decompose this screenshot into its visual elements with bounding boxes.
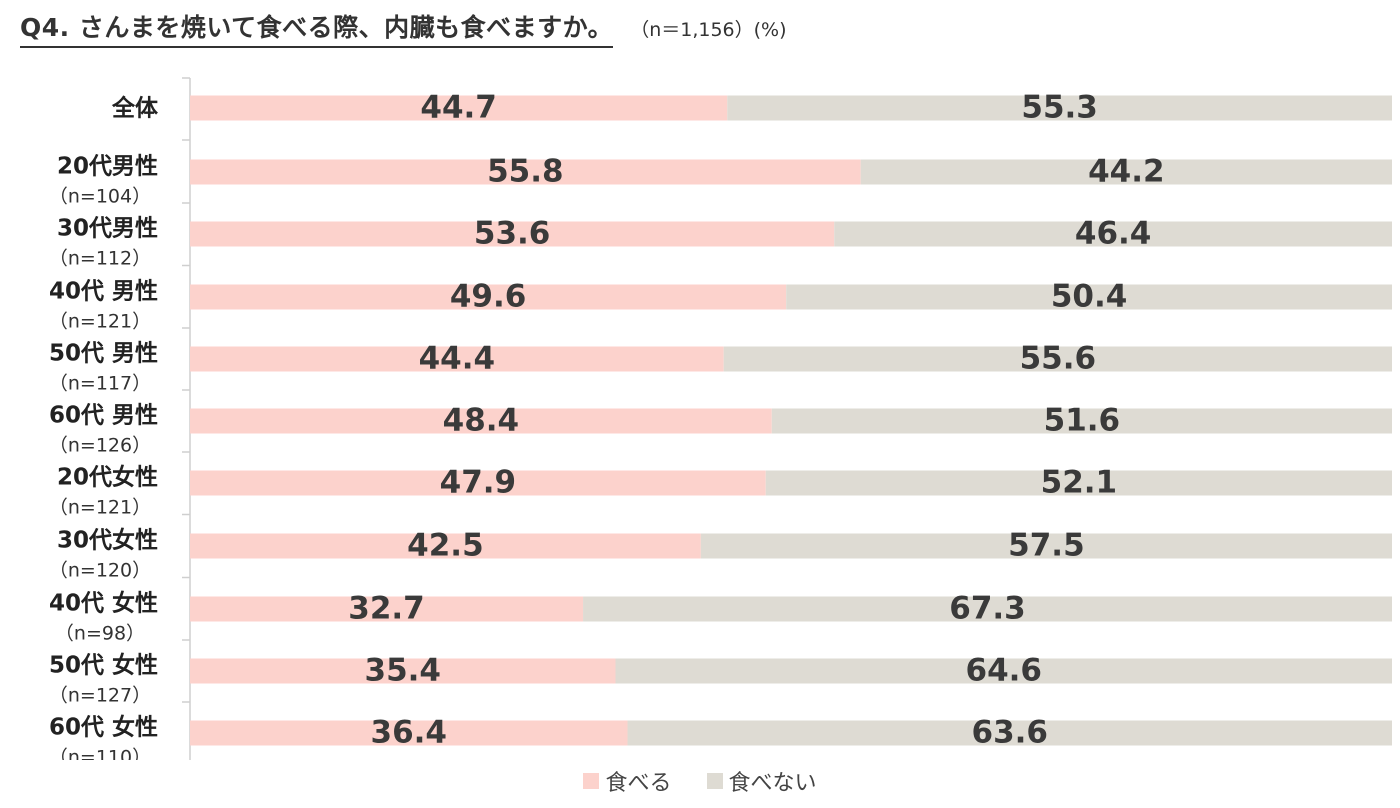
bar-segment-not-eat — [727, 95, 1392, 121]
category-n-label: （n=98） — [55, 623, 145, 645]
data-label-not-eat: 64.6 — [966, 653, 1043, 689]
data-label-not-eat: 63.6 — [972, 715, 1049, 751]
category-label: 50代 女性 — [49, 652, 158, 679]
bar-segment-eat — [190, 221, 835, 247]
category-n-label: （n=117） — [49, 373, 151, 395]
bar-segment-not-eat — [860, 159, 1392, 185]
data-label-eat: 44.4 — [419, 341, 496, 377]
bar-segment-not-eat — [771, 408, 1392, 434]
bar-segment-not-eat — [627, 720, 1392, 746]
data-label-eat: 36.4 — [371, 715, 448, 751]
stacked-bar-chart: 44.7 55.3 全体 55.8 44.2 20代男性 （n=104） 53.6 46.4 30… — [49, 77, 1392, 761]
bar-segment-not-eat — [834, 221, 1392, 247]
data-label-not-eat: 51.6 — [1044, 403, 1121, 439]
legend-swatch-not-eat — [706, 773, 723, 789]
category-label: 30代男性 — [57, 216, 158, 242]
bar-segment-eat — [190, 408, 772, 434]
data-label-not-eat: 55.3 — [1021, 90, 1098, 126]
category-label: 40代 女性 — [49, 590, 158, 617]
legend-item-eat: 食べる — [583, 765, 672, 797]
category-n-label: （n=126） — [49, 435, 151, 457]
data-label-not-eat: 55.6 — [1020, 341, 1097, 377]
category-label: 30代女性 — [57, 527, 158, 554]
category-label: 全体 — [111, 95, 159, 122]
bar-segment-not-eat — [765, 470, 1392, 496]
bar-segment-eat — [190, 95, 728, 121]
bar-segment-eat — [190, 159, 861, 185]
category-label: 20代男性 — [57, 154, 158, 180]
data-label-eat: 35.4 — [365, 653, 442, 689]
data-label-not-eat: 52.1 — [1041, 465, 1118, 501]
bar-segment-not-eat — [615, 658, 1392, 684]
bar-segment-eat — [190, 284, 787, 310]
bar-segment-eat — [190, 346, 724, 372]
chart-subtitle: （n＝1,156）(%) — [630, 19, 787, 41]
legend-item-not-eat: 食べない — [706, 765, 817, 797]
bar-segment-eat — [190, 596, 584, 622]
bar-segment-not-eat — [700, 533, 1392, 559]
chart-legend: 食べる 食べない — [0, 765, 1400, 797]
data-label-not-eat: 50.4 — [1051, 279, 1128, 315]
bar-segment-eat — [190, 533, 701, 559]
data-label-eat: 42.5 — [407, 528, 484, 564]
category-label: 60代 女性 — [49, 714, 158, 741]
category-n-label: （n=112） — [49, 248, 151, 270]
bar-segment-eat — [190, 470, 766, 496]
bar-segment-eat — [190, 658, 616, 684]
category-n-label: （n=120） — [49, 560, 151, 582]
data-label-not-eat: 46.4 — [1075, 216, 1152, 252]
bar-segment-not-eat — [786, 284, 1392, 310]
data-label-eat: 32.7 — [348, 591, 425, 627]
data-label-eat: 55.8 — [487, 154, 564, 190]
data-label-not-eat: 44.2 — [1088, 154, 1165, 190]
chart-header: Q4. さんまを焼いて食べる際、内臓も食べますか。 （n＝1,156）(%) — [20, 8, 787, 48]
data-label-not-eat: 57.5 — [1008, 528, 1085, 564]
chart-title: Q4. さんまを焼いて食べる際、内臓も食べますか。 — [20, 8, 614, 48]
data-label-eat: 47.9 — [440, 465, 517, 501]
category-label: 40代 男性 — [49, 279, 158, 305]
category-label: 60代 男性 — [49, 403, 158, 429]
category-label: 50代 男性 — [49, 341, 158, 367]
bar-segment-eat — [190, 720, 628, 746]
category-n-label: （n=110） — [49, 747, 151, 761]
bar-segment-not-eat — [583, 596, 1392, 622]
legend-label-not-eat: 食べない — [728, 771, 817, 796]
legend-label-eat: 食べる — [605, 771, 672, 796]
category-n-label: （n=121） — [49, 311, 151, 333]
data-label-not-eat: 67.3 — [949, 591, 1026, 627]
category-label: 20代女性 — [57, 464, 158, 491]
category-n-label: （n=104） — [49, 186, 151, 208]
data-label-eat: 53.6 — [474, 216, 551, 252]
category-n-label: （n=127） — [49, 685, 151, 707]
data-label-eat: 48.4 — [443, 403, 520, 439]
category-n-label: （n=121） — [49, 497, 151, 519]
data-label-eat: 49.6 — [450, 279, 527, 315]
legend-swatch-eat — [583, 773, 600, 789]
data-label-eat: 44.7 — [420, 90, 497, 126]
bar-segment-not-eat — [723, 346, 1392, 372]
